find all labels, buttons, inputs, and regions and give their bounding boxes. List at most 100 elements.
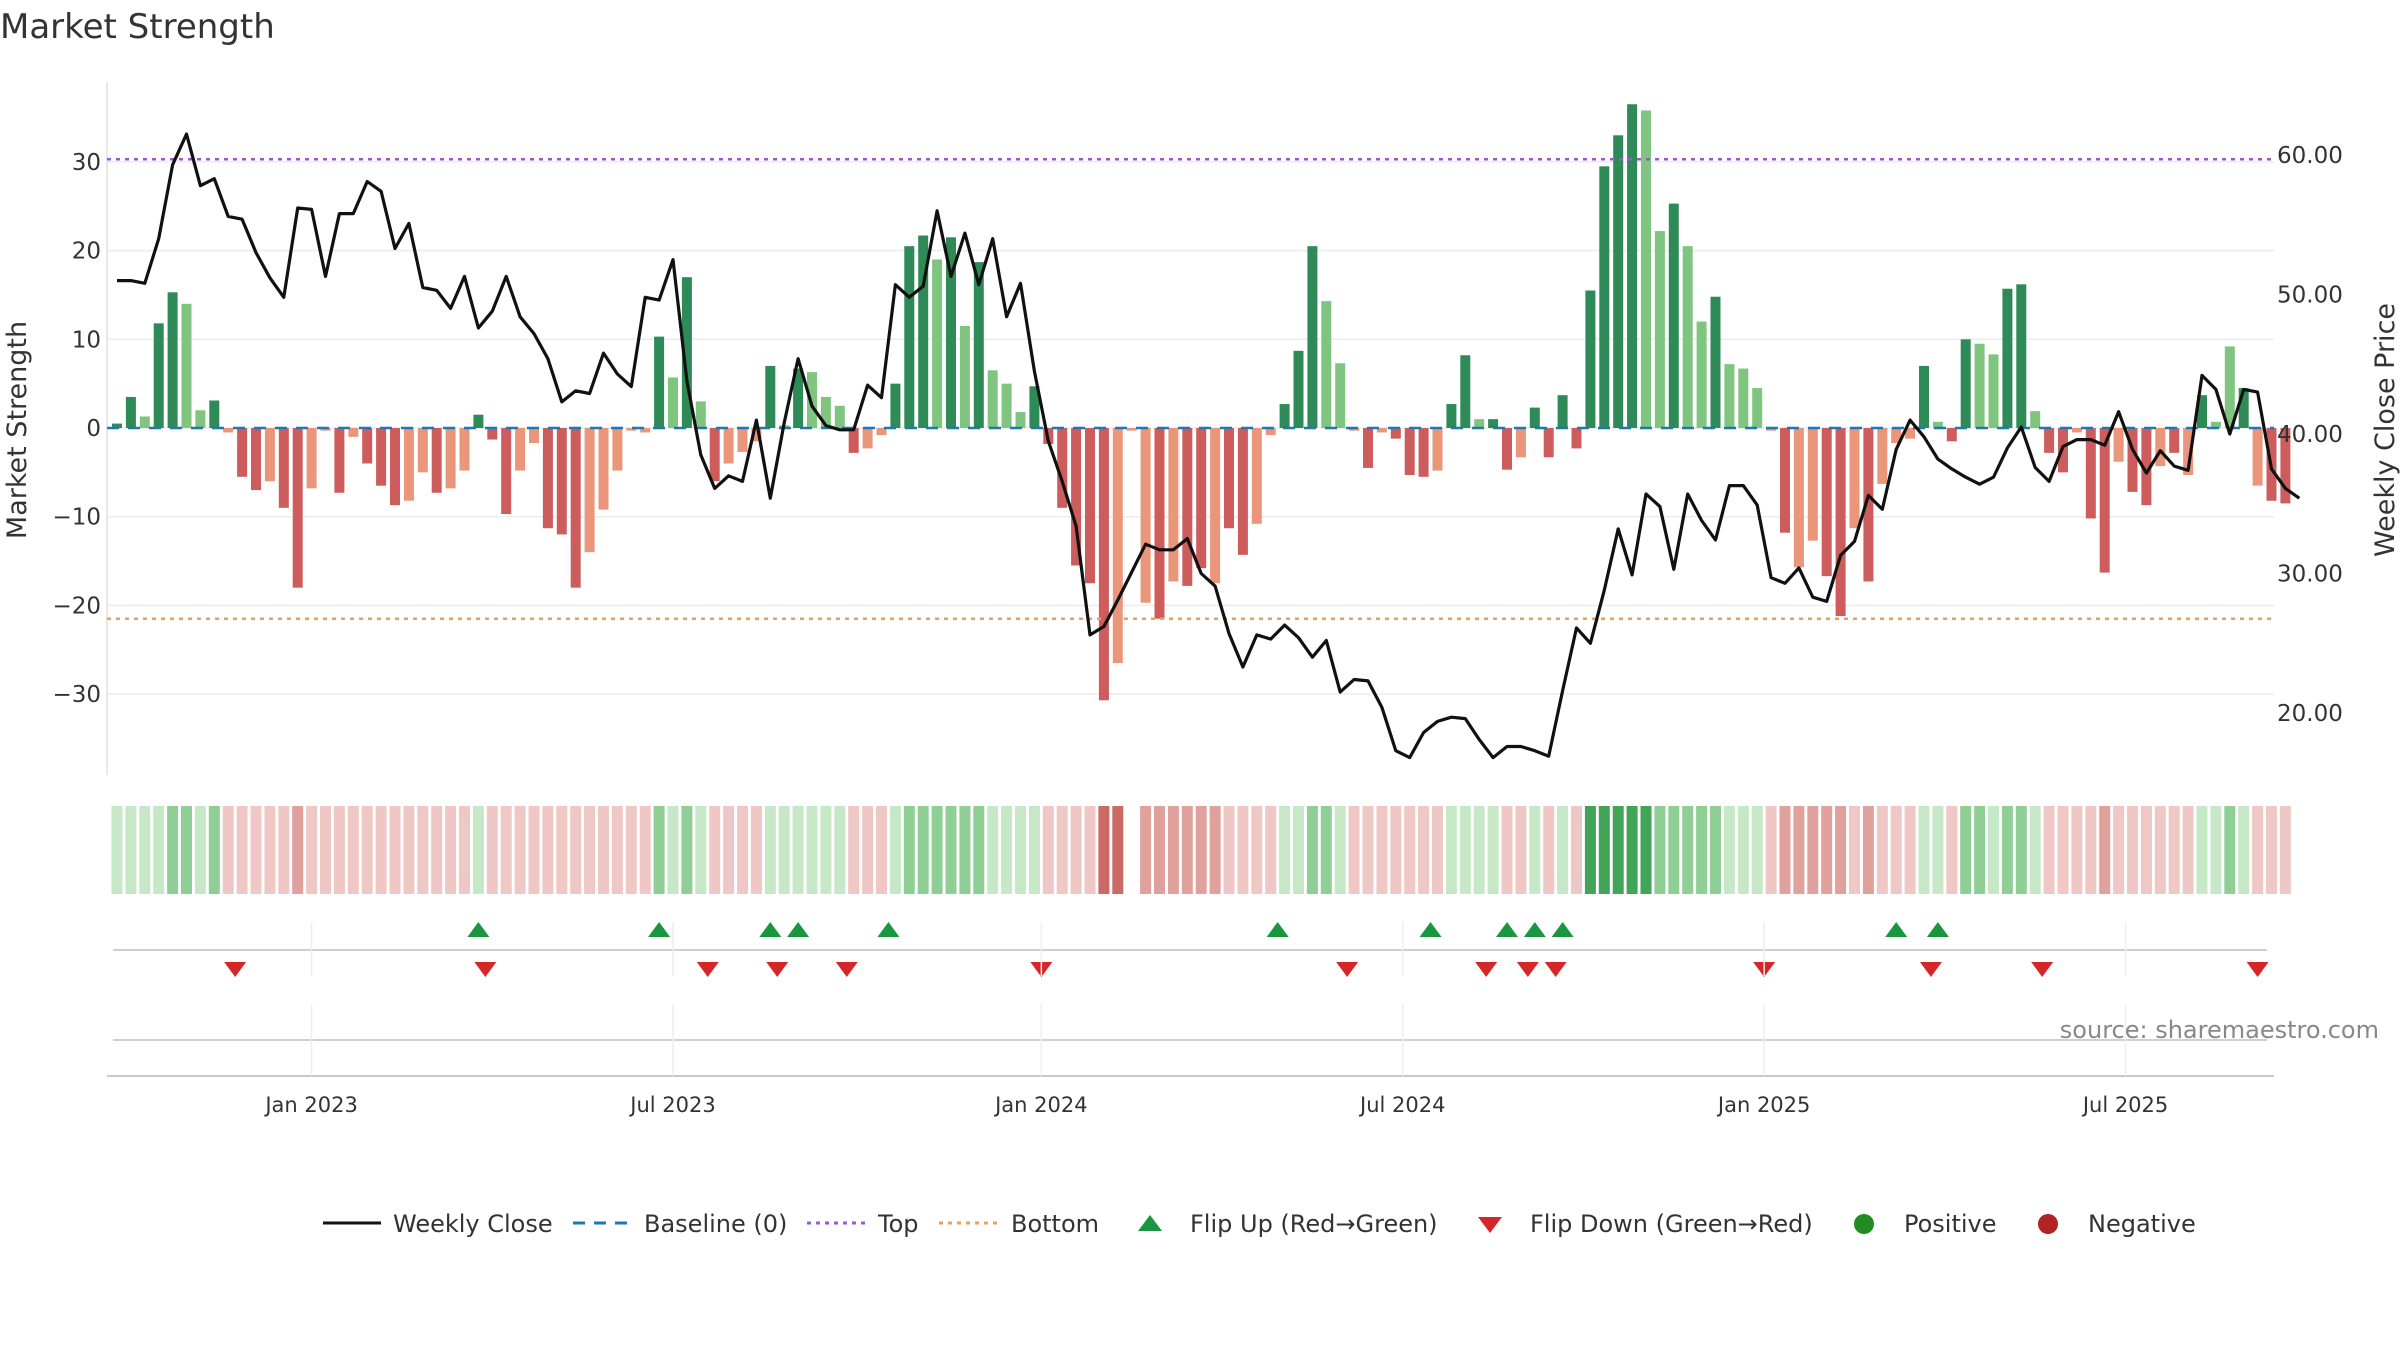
strength-bar bbox=[1585, 290, 1596, 428]
heat-cell bbox=[1390, 806, 1402, 894]
heat-cell bbox=[1028, 806, 1040, 894]
legend-flip-down: Flip Down (Green→Red) bbox=[1478, 1210, 1813, 1238]
heat-cell bbox=[625, 806, 637, 894]
weekly-close-line bbox=[117, 132, 2301, 760]
strength-bar bbox=[570, 428, 581, 588]
heat-cell bbox=[2029, 806, 2041, 894]
heat-cell bbox=[2279, 806, 2291, 894]
flip-down-marker bbox=[474, 962, 497, 977]
strength-bar bbox=[1807, 428, 1818, 541]
heat-cell bbox=[417, 806, 429, 894]
strength-bar bbox=[1515, 428, 1526, 458]
strength-bar bbox=[1015, 412, 1026, 428]
strength-bar bbox=[403, 428, 414, 501]
heat-cell bbox=[306, 806, 318, 894]
strength-bar bbox=[737, 428, 748, 452]
strength-bar bbox=[1738, 368, 1749, 428]
heat-cell bbox=[653, 806, 665, 894]
strength-bar bbox=[1293, 350, 1304, 428]
flip-down-marker bbox=[2246, 962, 2269, 977]
legend-flip-down-label: Flip Down (Green→Red) bbox=[1530, 1210, 1813, 1238]
heat-cell bbox=[1584, 806, 1596, 894]
heat-cell bbox=[1445, 806, 1457, 894]
strength-bar bbox=[251, 428, 261, 491]
strength-bar bbox=[2127, 428, 2138, 492]
heat-cell bbox=[848, 806, 860, 894]
strength-bar bbox=[459, 428, 470, 471]
heat-cell bbox=[1473, 806, 1485, 894]
strength-bar bbox=[334, 428, 345, 493]
heat-cell bbox=[1626, 806, 1638, 894]
strength-bar bbox=[987, 370, 998, 428]
strength-bar bbox=[1265, 428, 1276, 436]
heat-cell bbox=[1696, 806, 1708, 894]
heat-cell bbox=[973, 806, 985, 894]
heat-cell bbox=[542, 806, 554, 894]
heat-cell bbox=[2057, 806, 2069, 894]
x-tick-label: Jul 2024 bbox=[1358, 1093, 1445, 1117]
strength-bar bbox=[2071, 428, 2082, 433]
heat-cell bbox=[709, 806, 721, 894]
flip-up-swatch-icon bbox=[1138, 1215, 1162, 1231]
strength-bar bbox=[1696, 321, 1707, 428]
strength-bars bbox=[112, 104, 2291, 701]
strength-bar bbox=[1404, 428, 1415, 476]
legend-negative: Negative bbox=[2038, 1210, 2196, 1238]
heat-cell bbox=[222, 806, 234, 894]
strength-bar bbox=[223, 428, 234, 433]
reference-lines bbox=[107, 157, 2274, 620]
flip-up-marker bbox=[759, 922, 782, 937]
flip-down-swatch-icon bbox=[1478, 1217, 1502, 1233]
legend-positive: Positive bbox=[1854, 1210, 1997, 1238]
x-tick-label: Jan 2023 bbox=[263, 1093, 358, 1117]
heat-cell bbox=[1543, 806, 1555, 894]
heat-cell bbox=[598, 806, 609, 894]
heat-cell bbox=[570, 806, 582, 894]
heat-cell bbox=[834, 806, 846, 894]
heat-cell bbox=[2099, 806, 2111, 894]
heat-cell bbox=[361, 806, 373, 894]
heat-cell bbox=[2154, 806, 2166, 894]
strength-bar bbox=[1182, 428, 1193, 586]
heat-cell bbox=[1167, 806, 1179, 894]
heat-cell bbox=[2071, 806, 2083, 894]
strength-bar bbox=[654, 336, 665, 428]
heat-cell bbox=[2182, 806, 2194, 894]
strength-bar bbox=[1071, 428, 1082, 566]
chart-title: Market Strength bbox=[0, 7, 275, 47]
heat-cell bbox=[917, 806, 929, 894]
strength-bar bbox=[264, 428, 275, 482]
strength-bar bbox=[904, 246, 915, 428]
heat-cell bbox=[347, 806, 359, 894]
heat-cell bbox=[1988, 806, 1999, 894]
heat-cell bbox=[1807, 806, 1819, 894]
strength-bar bbox=[668, 377, 678, 428]
heat-cell bbox=[1793, 806, 1805, 894]
heat-cell bbox=[2252, 806, 2264, 894]
heat-cell bbox=[987, 806, 999, 894]
strength-bar bbox=[1891, 428, 1902, 444]
heat-cell bbox=[1098, 806, 1110, 894]
heat-cell bbox=[750, 806, 762, 894]
legend-baseline-label: Baseline (0) bbox=[644, 1210, 787, 1238]
heat-cell bbox=[723, 806, 735, 894]
strength-bar bbox=[681, 277, 692, 428]
strength-bar bbox=[1279, 404, 1290, 428]
flip-up-marker bbox=[1926, 922, 1949, 937]
strength-bar bbox=[1877, 428, 1888, 484]
heat-cell bbox=[1265, 806, 1277, 894]
heat-cell bbox=[2015, 806, 2027, 894]
strength-bar bbox=[473, 414, 484, 428]
strength-bar bbox=[918, 235, 929, 428]
heat-cell bbox=[389, 806, 401, 894]
heat-cell bbox=[1070, 806, 1082, 894]
strength-bar bbox=[1446, 404, 1457, 428]
strength-bar bbox=[556, 428, 567, 535]
flip-down-marker bbox=[1336, 962, 1359, 977]
strength-bar bbox=[112, 423, 122, 428]
strength-bar bbox=[862, 428, 873, 449]
strength-bar bbox=[542, 428, 553, 529]
heat-cell bbox=[959, 806, 971, 894]
strength-bar bbox=[1363, 428, 1373, 468]
heat-cell bbox=[1710, 806, 1721, 894]
